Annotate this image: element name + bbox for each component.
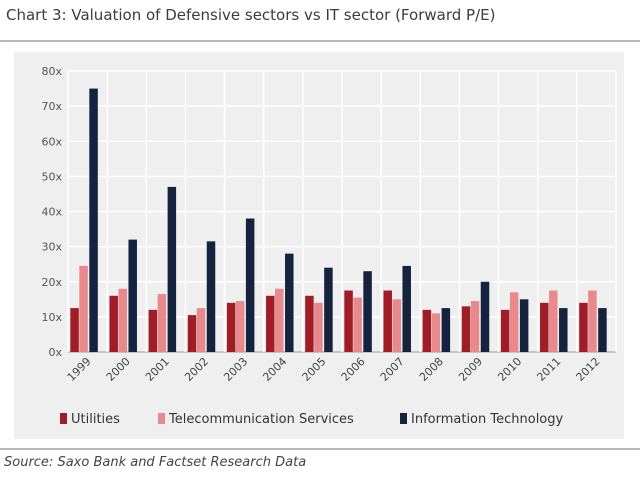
- y-tick-label: 80x: [41, 65, 62, 78]
- bar-utilities: [461, 306, 471, 352]
- y-tick-label: 10x: [41, 311, 62, 324]
- bar-utilities: [422, 309, 432, 352]
- bar-telecommunication-services: [549, 290, 558, 352]
- bars: [70, 88, 607, 352]
- bar-information-technology: [402, 265, 411, 352]
- bar-utilities: [226, 302, 236, 352]
- x-axis-labels: 1999 2000 2001 2002 2003 2004 2005 2006 2007 2008…: [65, 355, 603, 384]
- legend-label: Utilities: [71, 412, 120, 427]
- bar-information-technology: [324, 267, 333, 352]
- chart-title: Chart 3: Valuation of Defensive sectors …: [6, 6, 496, 24]
- source-note: Source: Saxo Bank and Factset Research D…: [4, 455, 307, 470]
- bar-information-technology: [285, 253, 294, 352]
- bar-information-technology: [89, 88, 98, 352]
- bar-information-technology: [206, 241, 216, 352]
- y-axis-labels: 0x 10x 20x 30x 40x 50x 60x 70x 80x: [41, 65, 62, 359]
- x-tick-label: 2005: [300, 355, 329, 384]
- bar-utilities: [500, 309, 510, 352]
- x-tick-label: 1999: [65, 355, 94, 384]
- bar-utilities: [187, 315, 197, 352]
- legend-swatch: [158, 413, 165, 424]
- x-tick-label: 2003: [221, 355, 250, 384]
- legend-swatch: [400, 413, 407, 424]
- bar-utilities: [266, 295, 275, 352]
- bar-telecommunication-services: [196, 308, 206, 352]
- bar-utilities: [70, 308, 79, 352]
- bar-telecommunication-services: [314, 302, 323, 352]
- bar-telecommunication-services: [588, 290, 597, 352]
- bar-information-technology: [245, 218, 255, 352]
- bar-telecommunication-services: [79, 265, 88, 352]
- x-tick-label: 2011: [534, 355, 563, 384]
- title-divider: [0, 40, 640, 42]
- legend-label: Information Technology: [411, 412, 564, 427]
- bar-telecommunication-services: [235, 301, 245, 352]
- x-tick-label: 2012: [574, 355, 603, 384]
- bar-utilities: [579, 302, 588, 352]
- bar-telecommunication-services: [509, 292, 519, 352]
- bar-utilities: [383, 290, 392, 352]
- bar-information-technology: [519, 299, 529, 352]
- y-tick-label: 40x: [41, 206, 62, 219]
- bar-information-technology: [559, 308, 568, 352]
- bar-telecommunication-services: [470, 301, 480, 352]
- x-tick-label: 2010: [495, 355, 524, 384]
- bar-telecommunication-services: [353, 297, 362, 352]
- bar-information-technology: [480, 281, 490, 352]
- bar-information-technology: [363, 271, 372, 352]
- bar-information-technology: [128, 239, 137, 352]
- y-tick-label: 20x: [41, 276, 62, 289]
- chart-panel: [14, 52, 624, 439]
- y-tick-label: 50x: [41, 170, 62, 183]
- bar-information-technology: [441, 308, 451, 352]
- y-tick-label: 60x: [41, 135, 62, 148]
- legend-label: Telecommunication Services: [168, 412, 354, 427]
- bar-utilities: [148, 309, 158, 352]
- x-tick-label: 2002: [182, 355, 211, 384]
- bar-telecommunication-services: [392, 299, 401, 352]
- bar-utilities: [305, 295, 314, 352]
- x-tick-label: 2000: [104, 355, 133, 384]
- x-tick-label: 2009: [456, 355, 485, 384]
- bar-information-technology: [167, 186, 177, 352]
- bar-telecommunication-services: [431, 313, 441, 352]
- bar-telecommunication-services: [118, 288, 127, 352]
- legend: Utilities Telecommunication Services Infor…: [60, 412, 564, 427]
- x-tick-label: 2007: [378, 355, 407, 384]
- bar-telecommunication-services: [275, 288, 284, 352]
- y-tick-label: 0x: [48, 346, 62, 359]
- bar-telecommunication-services: [157, 294, 167, 352]
- bar-utilities: [540, 302, 549, 352]
- bar-utilities: [344, 290, 353, 352]
- legend-swatch: [60, 413, 67, 424]
- source-divider: [0, 448, 640, 450]
- x-tick-label: 2006: [339, 355, 368, 384]
- x-tick-label: 2001: [143, 355, 172, 384]
- bar-utilities: [109, 295, 118, 352]
- y-tick-label: 30x: [41, 241, 62, 254]
- x-tick-label: 2004: [260, 355, 289, 384]
- x-tick-label: 2008: [417, 355, 446, 384]
- y-tick-label: 70x: [41, 100, 62, 113]
- bar-information-technology: [598, 308, 607, 352]
